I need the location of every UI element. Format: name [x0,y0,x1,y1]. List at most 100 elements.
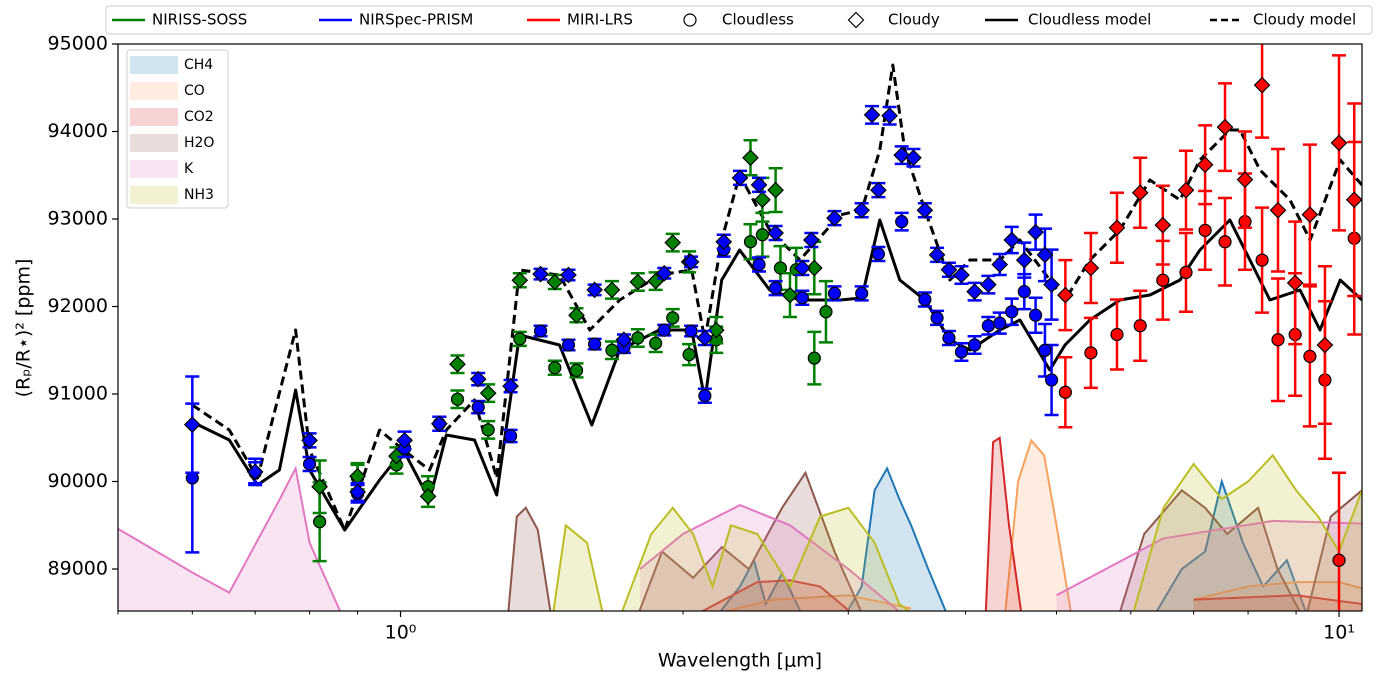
species-label: CO [184,83,205,99]
marker-circle [795,291,809,305]
marker-diamond [916,201,934,219]
species-label: NH3 [184,187,214,203]
marker-circle [773,261,788,275]
marker-diamond [615,331,633,349]
marker-diamond [1177,181,1195,199]
marker-circle [631,331,645,345]
marker-diamond [750,176,768,194]
marker-diamond [546,273,564,291]
marker-diamond [511,271,529,289]
marker-circle [657,323,671,337]
marker-diamond [301,432,318,449]
marker-circle [1218,235,1232,249]
species-legend-box [126,49,229,209]
marker-circle [954,345,969,359]
marker-diamond [893,146,911,164]
marker-diamond [560,266,577,284]
marker-diamond [502,377,519,395]
species-swatch [130,186,178,204]
marker-circle [605,343,619,357]
marker-circle [769,281,783,295]
marker-circle [752,257,766,272]
marker-diamond [940,261,958,279]
marker-diamond [905,149,922,167]
species-area [683,440,1362,611]
point-layer [183,44,1362,611]
marker-diamond [183,416,201,433]
marker-diamond [881,107,898,125]
marker-diamond [953,266,970,284]
species-swatch [130,82,178,100]
marker-diamond [853,201,871,219]
marker-diamond [767,224,784,242]
marker-diamond [715,233,733,251]
marker-circle [561,338,576,352]
marker-circle [993,316,1007,330]
marker-circle [1028,308,1043,322]
marker-circle [682,348,696,362]
legend-label: Cloudless model [1028,11,1151,29]
marker-circle [855,286,869,300]
marker-diamond [1057,286,1074,304]
species-label: K [184,161,194,177]
x-axis-label: Wavelength [μm] [658,650,822,672]
marker-circle [1044,373,1059,387]
marker-circle [513,332,527,346]
legend-label: Cloudy model [1253,11,1356,29]
species-label: H2O [184,135,214,151]
marker-diamond [742,149,759,167]
marker-diamond [928,246,946,264]
marker-diamond [966,283,983,300]
legend-label: NIRSpec-PRISM [359,11,473,29]
plot-frame [117,43,1363,612]
marker-diamond [603,281,621,299]
marker-circle [755,228,770,242]
marker-diamond [696,329,714,347]
marker-diamond [826,209,843,227]
species-line [552,453,1362,611]
marker-diamond [1253,76,1271,94]
marker-diamond [870,181,887,199]
marker-circle [503,429,518,443]
marker-circle [1179,265,1193,279]
y-tick-label: 89000 [48,558,108,580]
marker-diamond [682,253,700,271]
marker-diamond [1043,276,1060,293]
marker-circle [1332,553,1346,567]
marker-diamond [246,463,264,481]
marker-diamond [1015,251,1033,269]
species-area [118,468,1362,611]
marker-diamond [655,264,673,282]
marker-diamond [1108,219,1126,237]
model-line [191,63,1362,532]
marker-diamond [805,259,823,277]
marker-diamond [1036,246,1054,264]
marker-circle [666,311,680,325]
marker-circle [968,338,982,352]
marker-diamond [991,256,1009,273]
marker-circle [819,305,833,319]
marker-circle [1005,305,1019,319]
marker-circle [1198,223,1212,237]
marker-circle [481,423,495,437]
marker-diamond [1286,274,1304,292]
marker-circle [871,247,886,261]
legend-label: Cloudless [722,11,794,29]
marker-diamond [1082,259,1100,277]
marker-diamond [754,191,771,209]
marker-diamond [731,169,749,187]
marker-circle [930,311,944,325]
marker-circle [1156,273,1170,287]
marker-diamond [1154,216,1172,234]
marker-circle [1271,333,1285,347]
marker-circle [1110,327,1124,342]
legend-box [105,5,1373,35]
marker-diamond [532,265,549,283]
marker-circle [450,392,465,406]
marker-circle [1133,319,1147,333]
marker-diamond [1131,184,1149,202]
marker-circle [1038,343,1052,357]
marker-diamond [1003,231,1021,249]
species-label: CH4 [184,57,213,73]
